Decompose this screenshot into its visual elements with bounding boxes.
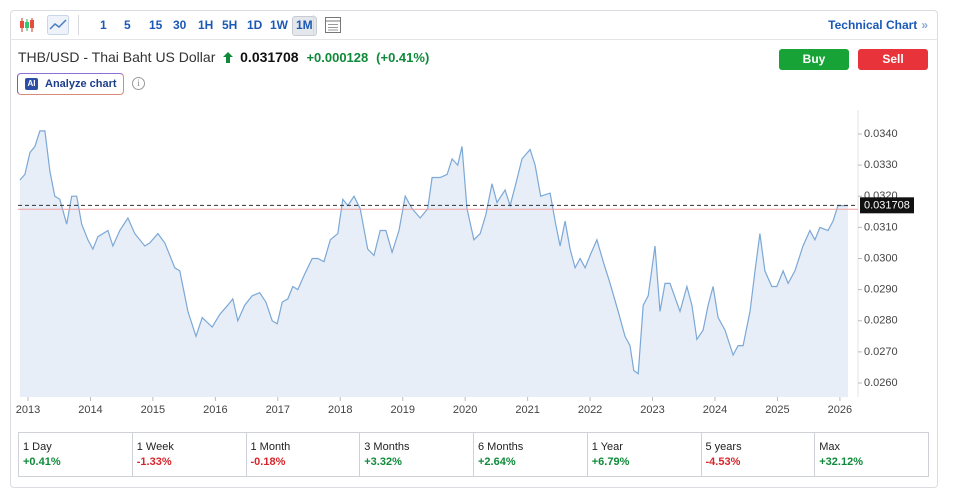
- price-change-percent: (+0.41%): [376, 50, 430, 65]
- ai-badge: AI: [25, 78, 38, 90]
- price-line: [19, 130, 848, 375]
- x-tick-label: 2020: [453, 404, 477, 416]
- y-tick-label: 0.0310: [864, 221, 898, 233]
- chart: Investing.com0.02600.02700.02800.02900.0…: [16, 110, 914, 416]
- period-label: 1 Year: [591, 441, 623, 453]
- widget-panel: [10, 10, 938, 488]
- x-tick-label: 2024: [703, 404, 727, 416]
- x-tick-label: 2016: [203, 404, 227, 416]
- y-tick-label: 0.0280: [864, 315, 898, 327]
- performance-cell: 1 Month -0.18%: [247, 433, 361, 476]
- table-icon[interactable]: [324, 16, 342, 34]
- performance-cell: 6 Months +2.64%: [474, 433, 588, 476]
- area-icon[interactable]: [47, 15, 69, 35]
- y-tick-label: 0.0260: [864, 377, 898, 389]
- period-change: -1.33%: [136, 456, 172, 468]
- performance-cell: 1 Day +0.41%: [19, 433, 133, 476]
- period-change: -4.53%: [705, 456, 741, 468]
- x-tick-label: 2025: [765, 404, 789, 416]
- performance-cell: 3 Months +3.32%: [360, 433, 474, 476]
- x-tick-label: 2014: [78, 404, 102, 416]
- separator: [313, 15, 314, 35]
- interval-button[interactable]: 1W: [270, 18, 288, 32]
- y-tick-label: 0.0290: [864, 284, 898, 296]
- period-change: +6.79%: [591, 456, 630, 468]
- period-change: +32.12%: [819, 456, 863, 468]
- last-price: 0.031708: [240, 49, 299, 65]
- separator: [78, 15, 79, 35]
- area-fill: [19, 130, 848, 397]
- x-tick-label: 2026: [828, 404, 852, 416]
- y-tick-label: 0.0340: [864, 128, 898, 140]
- link-text[interactable]: Technical Chart: [828, 18, 918, 32]
- interval-button[interactable]: 1: [100, 18, 107, 32]
- instrument-name: THB/USD - Thai Baht US Dollar: [18, 49, 216, 65]
- performance-cell: 5 years -4.53%: [702, 433, 816, 476]
- y-tick-label: 0.0300: [864, 252, 898, 264]
- period-change: +2.64%: [478, 456, 516, 468]
- info-icon[interactable]: i: [132, 77, 145, 90]
- sell-button[interactable]: Sell: [858, 49, 928, 70]
- price-change: +0.000128: [306, 50, 369, 65]
- interval-button[interactable]: 30: [173, 18, 187, 32]
- last-price-tag: [860, 197, 914, 214]
- interval-button[interactable]: 1H: [198, 18, 214, 32]
- quote-header: THB/USD - Thai Baht US Dollar 0.031708 +…: [18, 49, 429, 65]
- analyze-button[interactable]: AI Analyze chart: [17, 73, 124, 95]
- candle-icon[interactable]: [18, 16, 36, 34]
- performance-cell: 1 Week -1.33%: [133, 433, 247, 476]
- period-change: +0.41%: [23, 456, 61, 468]
- technical-chart-link[interactable]: Technical Chart»: [828, 18, 928, 32]
- x-tick-label: 2018: [328, 404, 352, 416]
- buy-button[interactable]: Buy: [779, 49, 849, 70]
- interval-button[interactable]: 5: [124, 18, 131, 32]
- chevron: »: [921, 18, 928, 32]
- interval-button[interactable]: 5H: [222, 18, 238, 32]
- period-change: +3.32%: [364, 456, 402, 468]
- toolbar: 1 5 15 30 1H 5H 1D 1W 1M Technical Chart»: [10, 10, 938, 40]
- interval-button[interactable]: 15: [149, 18, 163, 32]
- period-label: 1 Day: [23, 441, 52, 453]
- period-label: 6 Months: [478, 441, 524, 453]
- interval-button[interactable]: 1D: [247, 18, 263, 32]
- period-label: 5 years: [705, 441, 742, 453]
- performance-cell: Max +32.12%: [815, 433, 928, 476]
- x-tick-label: 2019: [390, 404, 414, 416]
- y-tick-label: 0.0330: [864, 159, 898, 171]
- y-tick-label: 0.0270: [864, 346, 898, 358]
- period-label: Max: [819, 441, 841, 453]
- performance-table: 1 Day +0.41% 1 Week -1.33% 1 Month -0.18% 3 Mo…: [18, 432, 929, 477]
- x-tick-label: 2021: [515, 404, 539, 416]
- last-price-label: 0.031708: [864, 200, 910, 212]
- analyze-label[interactable]: Analyze chart: [45, 78, 117, 90]
- x-tick-label: 2017: [266, 404, 290, 416]
- x-tick-label: 2013: [16, 404, 40, 416]
- period-change: -0.18%: [250, 456, 286, 468]
- period-label: 3 Months: [364, 441, 410, 453]
- x-tick-label: 2023: [640, 404, 664, 416]
- period-label: 1 Month: [250, 441, 291, 453]
- interval-button[interactable]: 1M: [292, 16, 317, 36]
- period-label: 1 Week: [136, 441, 174, 453]
- x-tick-label: 2015: [141, 404, 165, 416]
- performance-cell: 1 Year +6.79%: [588, 433, 702, 476]
- up-arrow: [223, 52, 234, 63]
- x-tick-label: 2022: [578, 404, 602, 416]
